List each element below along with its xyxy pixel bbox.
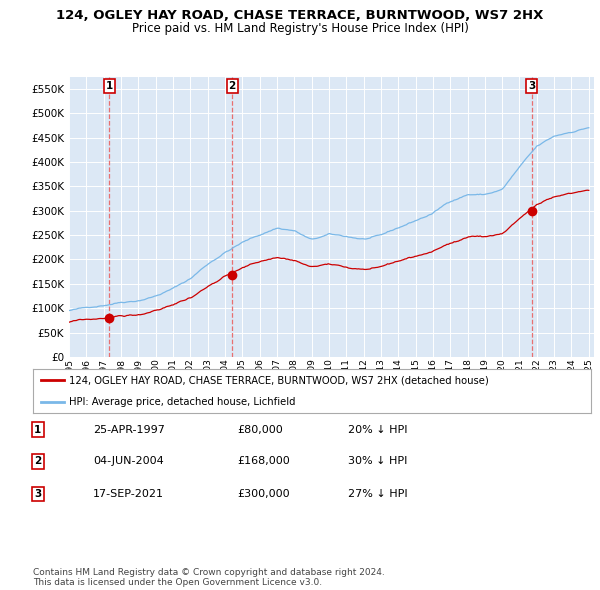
Text: 30% ↓ HPI: 30% ↓ HPI [348, 457, 407, 466]
Text: 124, OGLEY HAY ROAD, CHASE TERRACE, BURNTWOOD, WS7 2HX (detached house): 124, OGLEY HAY ROAD, CHASE TERRACE, BURN… [69, 375, 489, 385]
Text: 2: 2 [34, 457, 41, 466]
Text: 1: 1 [106, 81, 113, 91]
Text: 3: 3 [34, 489, 41, 499]
Text: Price paid vs. HM Land Registry's House Price Index (HPI): Price paid vs. HM Land Registry's House … [131, 22, 469, 35]
Text: £300,000: £300,000 [237, 489, 290, 499]
Text: Contains HM Land Registry data © Crown copyright and database right 2024.
This d: Contains HM Land Registry data © Crown c… [33, 568, 385, 587]
Text: £80,000: £80,000 [237, 425, 283, 434]
Text: 124, OGLEY HAY ROAD, CHASE TERRACE, BURNTWOOD, WS7 2HX: 124, OGLEY HAY ROAD, CHASE TERRACE, BURN… [56, 9, 544, 22]
Text: 1: 1 [34, 425, 41, 434]
Text: 04-JUN-2004: 04-JUN-2004 [93, 457, 164, 466]
Text: 25-APR-1997: 25-APR-1997 [93, 425, 165, 434]
Text: £168,000: £168,000 [237, 457, 290, 466]
Text: 17-SEP-2021: 17-SEP-2021 [93, 489, 164, 499]
Text: 3: 3 [528, 81, 535, 91]
Text: 2: 2 [229, 81, 236, 91]
Text: 27% ↓ HPI: 27% ↓ HPI [348, 489, 407, 499]
Text: HPI: Average price, detached house, Lichfield: HPI: Average price, detached house, Lich… [69, 398, 296, 407]
Text: 20% ↓ HPI: 20% ↓ HPI [348, 425, 407, 434]
